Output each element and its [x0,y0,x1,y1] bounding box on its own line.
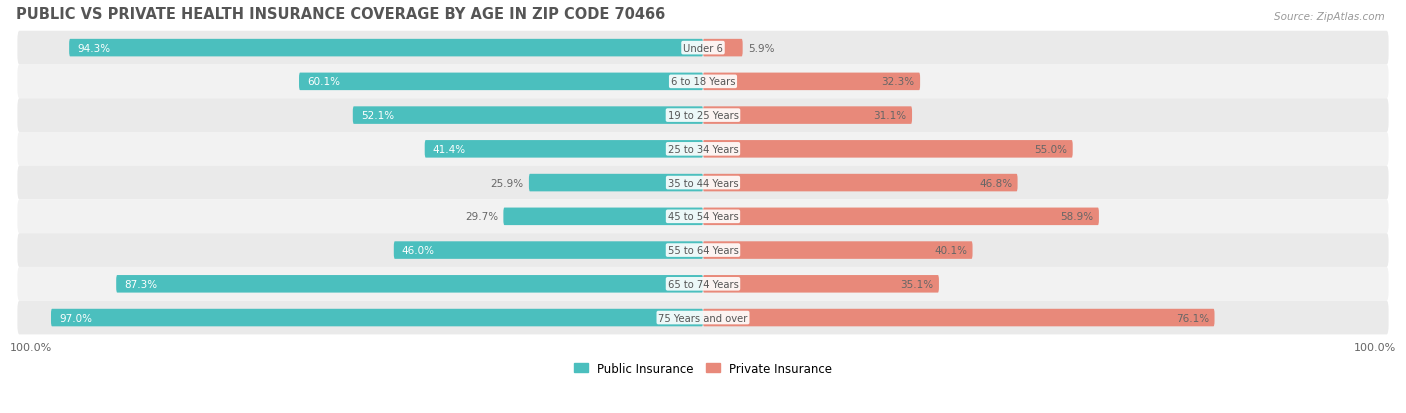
Text: 35 to 44 Years: 35 to 44 Years [668,178,738,188]
FancyBboxPatch shape [394,242,703,259]
Text: 55 to 64 Years: 55 to 64 Years [668,245,738,256]
Text: 65 to 74 Years: 65 to 74 Years [668,279,738,289]
FancyBboxPatch shape [703,208,1099,225]
Text: 97.0%: 97.0% [59,313,91,323]
FancyBboxPatch shape [17,267,1389,301]
Text: 5.9%: 5.9% [748,43,775,54]
FancyBboxPatch shape [51,309,703,327]
Text: 40.1%: 40.1% [934,245,967,256]
FancyBboxPatch shape [17,200,1389,234]
FancyBboxPatch shape [17,301,1389,335]
FancyBboxPatch shape [117,275,703,293]
FancyBboxPatch shape [17,133,1389,166]
Text: 45 to 54 Years: 45 to 54 Years [668,212,738,222]
Text: 19 to 25 Years: 19 to 25 Years [668,111,738,121]
FancyBboxPatch shape [299,74,703,91]
Text: 25 to 34 Years: 25 to 34 Years [668,145,738,154]
Text: Under 6: Under 6 [683,43,723,54]
FancyBboxPatch shape [503,208,703,225]
FancyBboxPatch shape [17,32,1389,65]
Text: 25.9%: 25.9% [491,178,523,188]
Text: 46.8%: 46.8% [979,178,1012,188]
Text: 60.1%: 60.1% [307,77,340,87]
Text: Source: ZipAtlas.com: Source: ZipAtlas.com [1274,12,1385,22]
FancyBboxPatch shape [703,141,1073,158]
Text: PUBLIC VS PRIVATE HEALTH INSURANCE COVERAGE BY AGE IN ZIP CODE 70466: PUBLIC VS PRIVATE HEALTH INSURANCE COVER… [15,7,665,22]
FancyBboxPatch shape [17,166,1389,200]
FancyBboxPatch shape [703,275,939,293]
Text: 52.1%: 52.1% [361,111,394,121]
FancyBboxPatch shape [703,309,1215,327]
FancyBboxPatch shape [425,141,703,158]
FancyBboxPatch shape [17,234,1389,267]
Text: 32.3%: 32.3% [882,77,915,87]
Text: 87.3%: 87.3% [124,279,157,289]
FancyBboxPatch shape [703,107,912,125]
Text: 76.1%: 76.1% [1175,313,1209,323]
FancyBboxPatch shape [69,40,703,57]
Legend: Public Insurance, Private Insurance: Public Insurance, Private Insurance [569,357,837,380]
Text: 58.9%: 58.9% [1060,212,1094,222]
FancyBboxPatch shape [17,65,1389,99]
FancyBboxPatch shape [703,40,742,57]
Text: 94.3%: 94.3% [77,43,110,54]
Text: 46.0%: 46.0% [402,245,434,256]
Text: 35.1%: 35.1% [900,279,934,289]
Text: 29.7%: 29.7% [465,212,498,222]
FancyBboxPatch shape [703,74,920,91]
FancyBboxPatch shape [529,174,703,192]
FancyBboxPatch shape [703,174,1018,192]
FancyBboxPatch shape [703,242,973,259]
Text: 41.4%: 41.4% [433,145,465,154]
Text: 55.0%: 55.0% [1035,145,1067,154]
Text: 31.1%: 31.1% [873,111,907,121]
FancyBboxPatch shape [17,99,1389,133]
FancyBboxPatch shape [353,107,703,125]
Text: 6 to 18 Years: 6 to 18 Years [671,77,735,87]
Text: 75 Years and over: 75 Years and over [658,313,748,323]
